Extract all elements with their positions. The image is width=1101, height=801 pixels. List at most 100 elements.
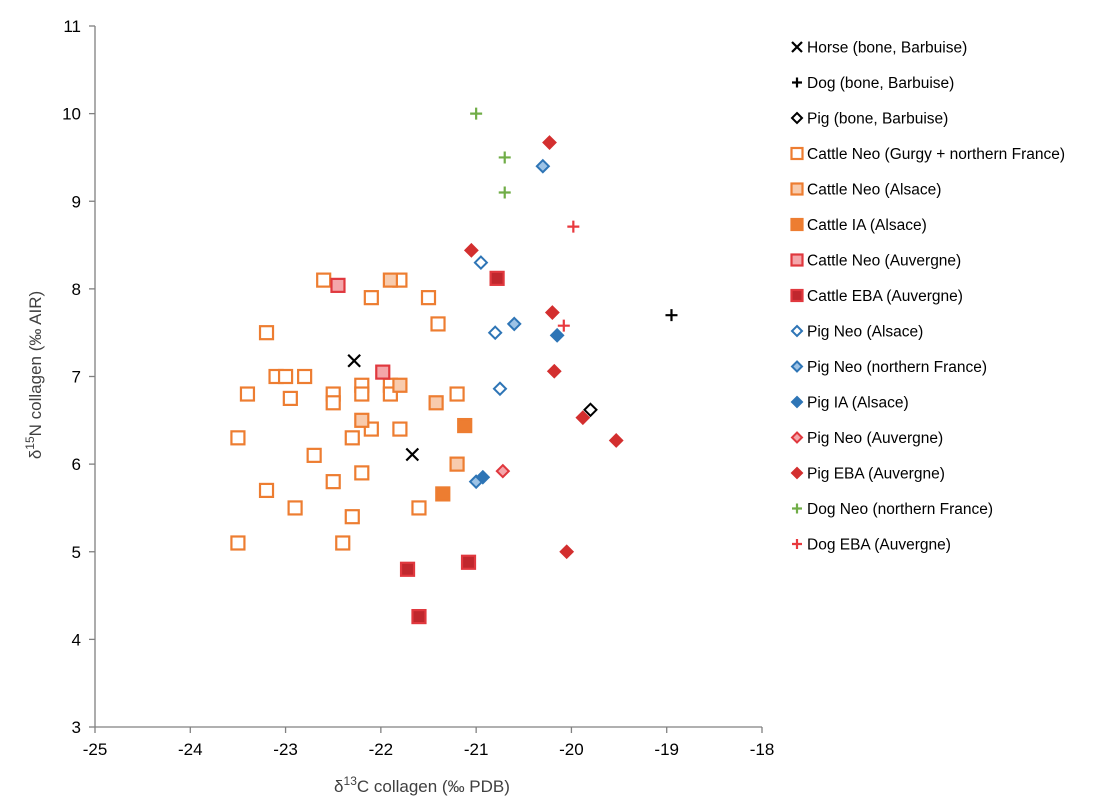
data-point	[344, 430, 360, 446]
legend-marker	[791, 41, 803, 53]
data-point	[277, 368, 294, 385]
legend-item: Pig Neo (Auvergne)	[790, 430, 943, 447]
data-point	[258, 325, 275, 341]
data-point	[347, 353, 361, 368]
data-point	[498, 151, 511, 164]
legend-item: Pig EBA (Auvergne)	[790, 466, 945, 483]
data-point	[549, 327, 565, 343]
data-point	[557, 319, 570, 332]
legend-marker	[790, 324, 804, 338]
legend-marker	[790, 111, 804, 125]
data-point	[392, 377, 408, 393]
legend-item: Cattle Neo (Gurgy + northern France)	[790, 146, 1065, 163]
legend-label: Pig Neo (Alsace)	[807, 324, 923, 341]
data-point	[287, 500, 303, 516]
x-axis-ticks: -25 -24 -23 -22 -21 -20 -19 -18	[83, 727, 775, 759]
legend-label: Dog EBA (Auvergne)	[807, 537, 951, 554]
data-point	[546, 363, 562, 379]
data-point	[457, 417, 473, 434]
data-point	[428, 395, 444, 411]
data-point	[575, 410, 591, 426]
data-point	[258, 482, 275, 499]
legend-marker	[790, 395, 804, 409]
data-point	[420, 290, 437, 306]
data-point	[608, 433, 624, 448]
data-point	[473, 255, 489, 271]
x-tick-label: -21	[464, 740, 489, 759]
legend-item: Dog EBA (Auvergne)	[792, 537, 951, 554]
legend-marker	[792, 539, 802, 549]
data-point	[489, 270, 505, 286]
x-tick-label: -25	[83, 740, 108, 759]
legend-label: Dog Neo (northern France)	[807, 501, 993, 518]
legend-label: Pig IA (Alsace)	[807, 395, 909, 412]
data-point	[316, 272, 332, 288]
data-point	[544, 305, 560, 320]
legend-label: Cattle IA (Alsace)	[807, 217, 927, 234]
legend-marker	[792, 77, 802, 88]
legend-item: Cattle Neo (Alsace)	[790, 182, 941, 199]
data-point	[375, 364, 391, 380]
x-tick-label: -19	[654, 740, 679, 759]
y-tick-label: 3	[72, 718, 81, 737]
data-point	[382, 272, 398, 288]
legend-item: Cattle Neo (Auvergne)	[790, 253, 961, 270]
data-points	[230, 107, 678, 625]
data-point	[325, 395, 341, 411]
y-axis-ticks: 3 4 5 6 7 8 9 10 11	[62, 17, 95, 737]
data-point	[363, 290, 379, 306]
data-point	[230, 535, 246, 551]
legend-marker	[790, 146, 804, 161]
data-point	[475, 469, 491, 485]
y-tick-label: 10	[62, 105, 81, 124]
legend-item: Pig Neo (Alsace)	[790, 324, 923, 341]
data-point	[411, 608, 427, 625]
data-point	[495, 463, 511, 479]
data-point	[435, 486, 451, 502]
legend-item: Pig IA (Alsace)	[790, 395, 909, 412]
x-tick-label: -20	[559, 740, 584, 759]
y-tick-label: 4	[72, 630, 81, 649]
data-point	[506, 316, 522, 332]
legend-label: Pig EBA (Auvergne)	[807, 466, 945, 483]
legend-item: Cattle IA (Alsace)	[790, 217, 927, 234]
data-point	[460, 554, 477, 570]
legend-label: Cattle EBA (Auvergne)	[807, 288, 963, 305]
legend: Horse (bone, Barbuise) Dog (bone, Barbuis…	[790, 40, 1065, 554]
legend-marker	[792, 503, 802, 514]
data-point	[354, 386, 370, 402]
data-point	[498, 186, 511, 199]
legend-item: Dog Neo (northern France)	[792, 501, 993, 518]
x-tick-label: -18	[750, 740, 775, 759]
y-tick-label: 9	[72, 192, 81, 211]
legend-marker	[790, 431, 804, 444]
data-point	[399, 561, 416, 577]
data-point	[559, 544, 575, 560]
y-tick-label: 8	[72, 280, 81, 299]
legend-label: Dog (bone, Barbuise)	[807, 75, 954, 92]
data-point	[470, 107, 483, 120]
data-point	[239, 386, 256, 402]
data-point	[665, 309, 678, 322]
legend-item: Pig (bone, Barbuise)	[790, 111, 948, 128]
legend-marker	[790, 253, 804, 267]
data-point	[449, 386, 465, 402]
data-point	[535, 158, 551, 174]
legend-item: Cattle EBA (Auvergne)	[790, 288, 963, 305]
data-point	[405, 447, 420, 462]
legend-item: Dog (bone, Barbuise)	[792, 75, 954, 92]
y-tick-label: 11	[63, 17, 81, 36]
legend-item: Horse (bone, Barbuise)	[791, 40, 967, 57]
data-point	[325, 474, 341, 490]
x-tick-label: -22	[369, 740, 394, 759]
y-tick-label: 7	[72, 368, 81, 387]
data-point	[282, 390, 298, 407]
legend-marker	[790, 182, 804, 196]
legend-marker	[790, 466, 804, 480]
data-point	[411, 500, 427, 516]
data-point	[330, 277, 346, 293]
legend-label: Cattle Neo (Auvergne)	[807, 253, 961, 270]
data-point	[344, 509, 360, 525]
x-tick-label: -23	[273, 740, 298, 759]
